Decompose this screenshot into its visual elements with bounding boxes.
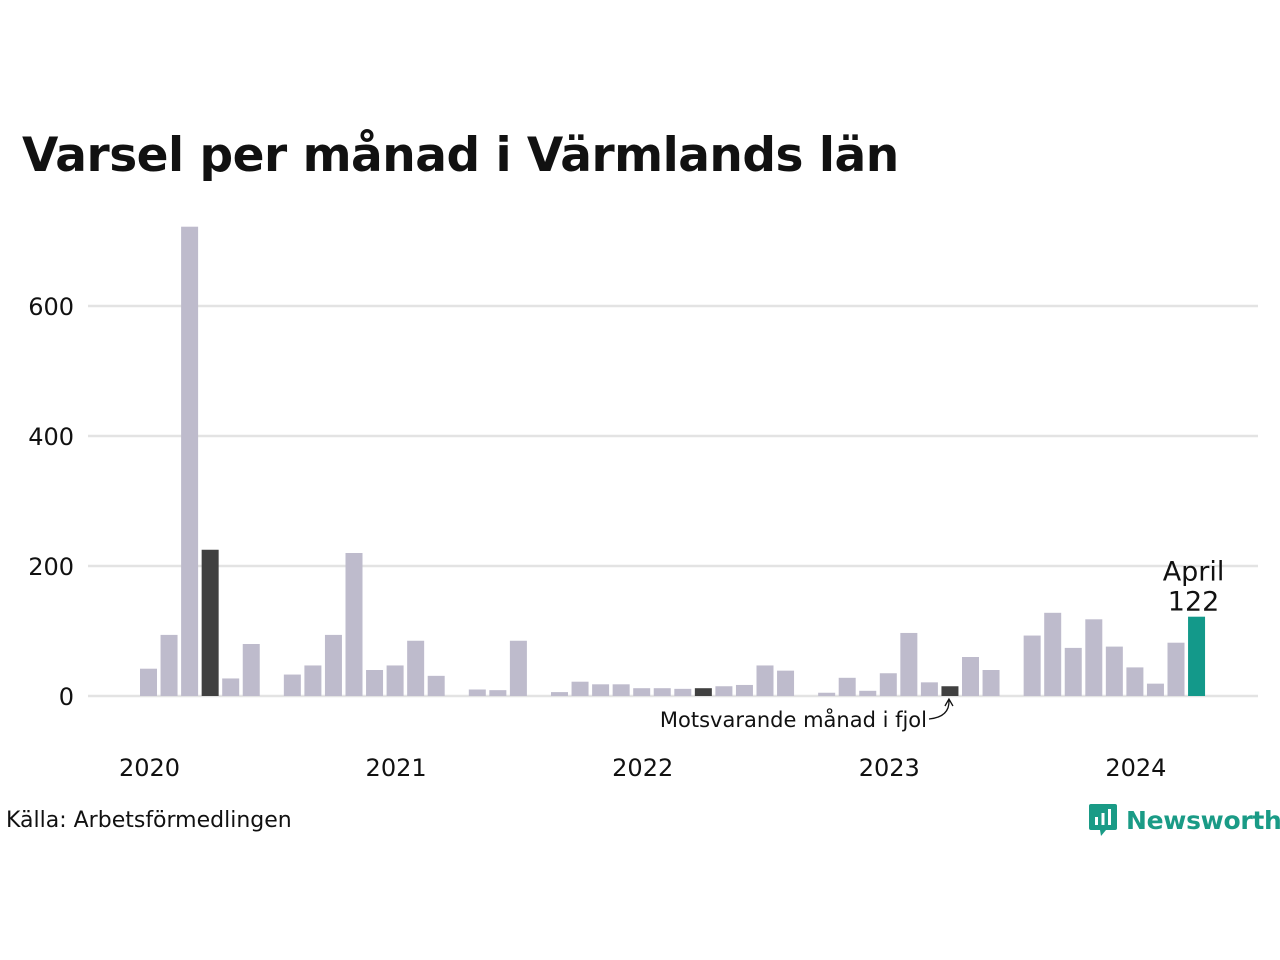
bar: [756, 665, 774, 696]
newsworthy-logo-icon: [1089, 804, 1117, 836]
bar: [1064, 647, 1082, 696]
bar: [920, 682, 938, 696]
bar: [140, 668, 157, 696]
bar: [900, 632, 918, 696]
bar: [1085, 619, 1103, 696]
bar: [324, 634, 342, 696]
bar: [879, 673, 897, 696]
bar: [304, 665, 322, 696]
brand-name: Newsworthy: [1126, 805, 1280, 835]
x-tick-label: 2021: [366, 754, 427, 782]
bar: [735, 684, 753, 696]
bar: [592, 684, 610, 696]
bar: [345, 553, 363, 696]
bar: [1146, 683, 1164, 696]
bars: [140, 226, 1206, 696]
grid-lines: [88, 304, 1258, 698]
bar: [653, 688, 671, 696]
bar: [242, 644, 260, 696]
brand-logo: Newsworthy: [1088, 802, 1280, 838]
y-tick-label: 400: [28, 423, 74, 451]
y-tick-label: 0: [59, 683, 74, 711]
bar: [859, 690, 877, 696]
bar: [633, 688, 651, 696]
source-text: Källa: Arbetsförmedlingen: [6, 808, 292, 833]
bar: [222, 678, 240, 696]
bar: [838, 677, 856, 696]
bar: [962, 657, 979, 696]
x-tick-label: 2023: [859, 754, 920, 782]
previous-year-label: Motsvarande månad i fjol: [660, 707, 927, 732]
bar-chart: 0 200 400 600 2020 2021 2022 2023 2024 April122…: [28, 226, 1258, 782]
bar: [571, 681, 589, 696]
bar: [489, 690, 507, 696]
bar: [283, 674, 301, 696]
current-month-label: April: [1163, 557, 1225, 588]
bar: [1023, 635, 1041, 696]
bar: [427, 675, 445, 696]
bar: [1044, 612, 1062, 696]
annotation-arrow: [928, 699, 950, 720]
bar: [777, 670, 795, 696]
bar: [612, 684, 630, 696]
annotation-arrowhead: [944, 697, 954, 707]
y-axis-ticks: 0 200 400 600: [28, 293, 74, 711]
bar: [1105, 646, 1123, 696]
bar: [1167, 642, 1185, 696]
y-tick-label: 200: [28, 553, 74, 581]
x-tick-label: 2024: [1105, 754, 1166, 782]
bar: [674, 688, 692, 696]
bar: [160, 634, 178, 696]
bar: [715, 686, 733, 696]
y-tick-label: 600: [28, 293, 74, 321]
bar: [551, 692, 568, 696]
bar: [941, 686, 959, 696]
chart-title: Varsel per månad i Värmlands län: [22, 128, 899, 183]
bar: [201, 549, 219, 696]
bar: [181, 226, 199, 696]
bar: [366, 670, 384, 696]
bar: [694, 688, 712, 696]
bar: [1126, 667, 1144, 696]
bar: [982, 670, 1000, 696]
current-value-label: 122: [1168, 587, 1220, 618]
bar: [1188, 616, 1206, 696]
bar: [509, 640, 527, 696]
x-tick-label: 2020: [119, 754, 180, 782]
bar: [468, 689, 486, 696]
x-tick-label: 2022: [612, 754, 673, 782]
bar: [386, 665, 404, 696]
x-axis-ticks: 2020 2021 2022 2023 2024: [119, 754, 1166, 782]
bar: [407, 640, 425, 696]
bar: [818, 692, 836, 696]
